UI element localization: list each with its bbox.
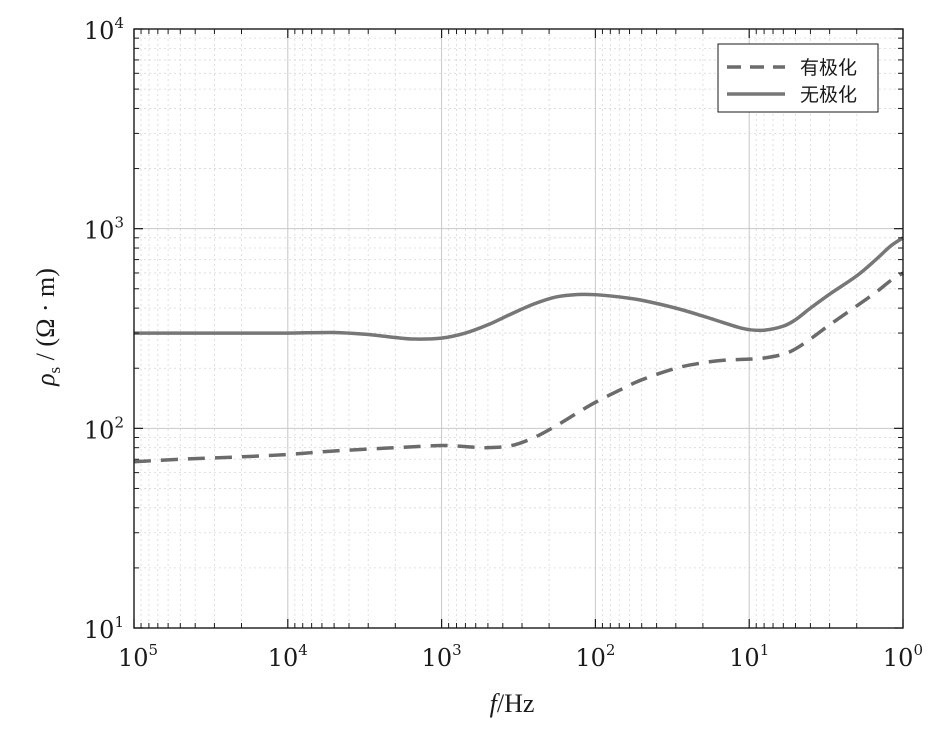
x-tick-exponent: 4 (298, 641, 308, 659)
y-tick-exponent: 1 (114, 613, 124, 631)
series-line-non-polarized (133, 236, 904, 341)
y-tick-label: 102 (84, 413, 124, 444)
series-line-polarized (133, 271, 904, 464)
y-tick-base: 10 (84, 17, 115, 45)
y-axis-title-symbol: ρ (31, 373, 60, 386)
x-tick-label: 100 (883, 641, 923, 672)
major-grid (133, 28, 904, 629)
y-tick-label: 101 (84, 613, 124, 644)
x-tick-label: 105 (118, 641, 158, 672)
y-axis-title-unit: / (Ω · m) (31, 268, 60, 367)
x-tick-exponent: 0 (913, 641, 923, 659)
x-axis-title-symbol: f (490, 689, 501, 718)
x-tick-base: 10 (575, 644, 606, 672)
y-tick-base: 10 (84, 217, 115, 245)
y-tick-base: 10 (84, 616, 115, 644)
y-axis-title-subscript: s (45, 367, 64, 374)
y-tick-exponent: 3 (114, 214, 124, 232)
x-axis-title: f/Hz (490, 689, 535, 718)
x-tick-exponent: 3 (452, 641, 462, 659)
y-tick-label: 103 (84, 214, 124, 245)
x-tick-exponent: 5 (149, 641, 159, 659)
series-layer (133, 236, 904, 464)
y-tick-label: 104 (84, 14, 124, 45)
x-tick-base: 10 (268, 644, 299, 672)
plot-frame (133, 28, 904, 629)
y-tick-base: 10 (84, 416, 115, 444)
minor-grid (134, 29, 903, 628)
legend-label-non-polarized: 无极化 (800, 84, 857, 106)
x-tick-base: 10 (883, 644, 914, 672)
y-axis-title: ρs / (Ω · m) (31, 268, 64, 387)
x-tick-base: 10 (729, 644, 760, 672)
x-tick-label: 104 (268, 641, 308, 672)
x-tick-labels: 105 104 103 102 101 100 (118, 641, 923, 672)
x-tick-base: 10 (422, 644, 453, 672)
x-tick-label: 101 (729, 641, 769, 672)
y-tick-exponent: 2 (114, 413, 124, 431)
x-tick-label: 103 (422, 641, 462, 672)
tick-marks (133, 28, 904, 629)
x-axis-title-unit: /Hz (497, 689, 535, 718)
x-tick-label: 102 (575, 641, 615, 672)
x-tick-exponent: 1 (760, 641, 770, 659)
legend-box (717, 43, 879, 113)
x-tick-exponent: 2 (606, 641, 616, 659)
y-tick-exponent: 4 (114, 14, 124, 32)
x-tick-base: 10 (118, 644, 149, 672)
legend-label-polarized: 有极化 (800, 57, 857, 79)
legend: 有极化 无极化 (717, 43, 879, 113)
